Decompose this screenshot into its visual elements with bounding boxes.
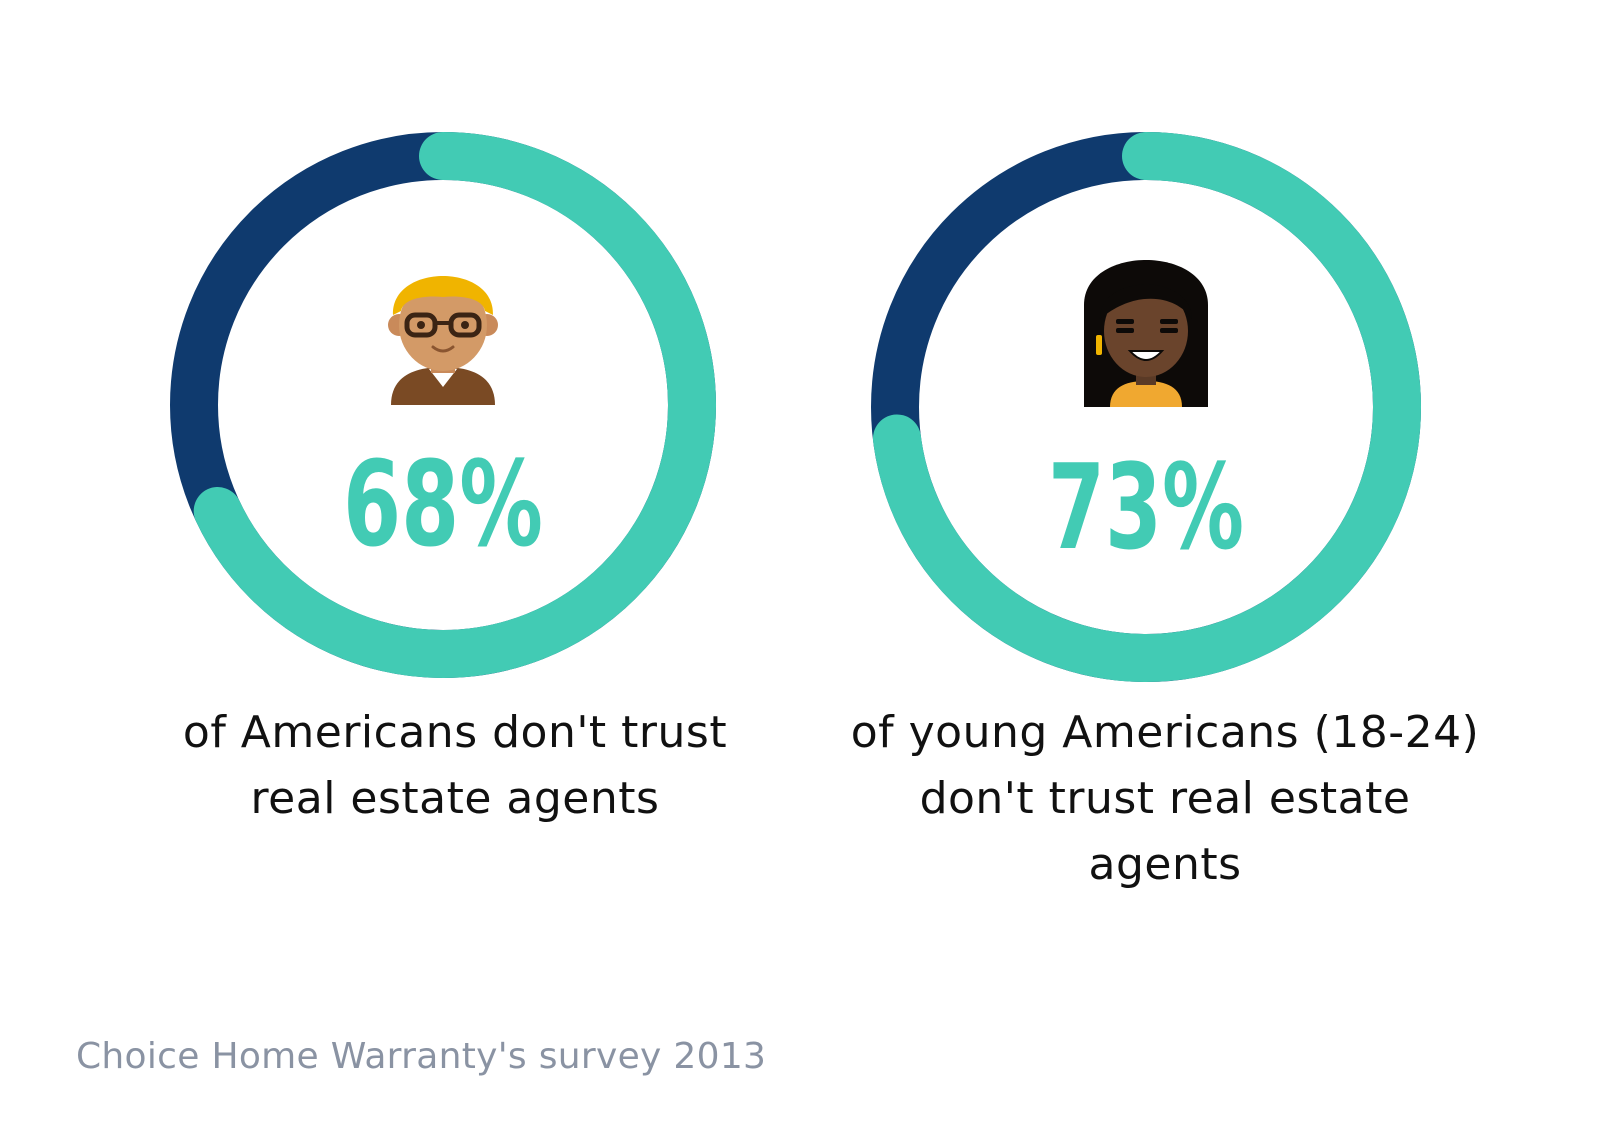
percent-label: 73%: [1048, 438, 1244, 576]
caption-line: of young Americans (18-24): [850, 707, 1480, 758]
donut-value-arc: [193, 132, 716, 678]
caption-young-americans: of young Americans (18-24) don't trust r…: [845, 700, 1485, 898]
caption-line: of Americans don't trust: [182, 707, 728, 758]
caption-line: real estate agents: [250, 773, 660, 824]
caption-line: don't trust real estate: [919, 773, 1411, 824]
caption-americans: of Americans don't trust real estate age…: [140, 700, 770, 832]
donut-chart-young-americans: 73%: [871, 132, 1421, 682]
man-with-glasses-icon: [388, 276, 498, 405]
donut-chart-americans: 68%: [170, 132, 716, 678]
caption-line: agents: [1088, 839, 1242, 890]
source-note: Choice Home Warranty's survey 2013: [76, 1036, 767, 1077]
donut-value-arc: [872, 132, 1421, 682]
woman-with-earring-icon: [1084, 260, 1208, 407]
percent-label: 68%: [343, 435, 543, 573]
